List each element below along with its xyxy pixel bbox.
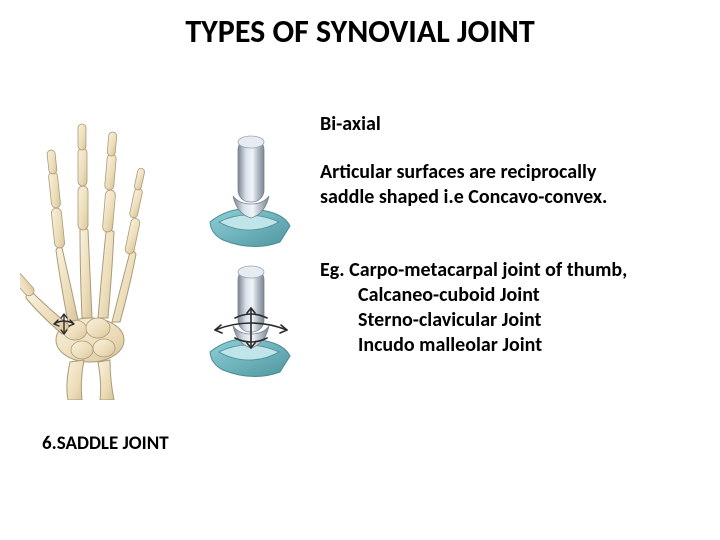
- articular-line2: saddle shaped i.e Concavo-convex.: [320, 185, 607, 209]
- figure-caption: 6.SADDLE JOINT: [42, 432, 169, 455]
- example-3: Sterno-clavicular Joint: [320, 308, 710, 333]
- saddle-joint-bottom-icon: [210, 266, 290, 377]
- example-2: Calcaneo-cuboid Joint: [320, 283, 710, 308]
- anatomy-illustration: [20, 100, 320, 400]
- example-4: Incudo malleolar Joint: [320, 333, 710, 358]
- articular-description: Articular surfaces are reciprocally sadd…: [320, 160, 710, 210]
- hand-skeleton-icon: [20, 124, 145, 400]
- examples-block: Eg. Carpo-metacarpal joint of thumb, Cal…: [320, 258, 710, 358]
- slide-title: TYPES OF SYNOVIAL JOINT: [0, 12, 720, 51]
- articular-line1: Articular surfaces are reciprocally: [320, 160, 596, 184]
- illustration-area: [20, 100, 320, 400]
- example-1: Carpo-metacarpal joint of thumb,: [349, 258, 627, 282]
- example-prefix: Eg.: [320, 258, 349, 282]
- biaxial-label: Bi-axial: [320, 112, 710, 137]
- saddle-joint-top-icon: [210, 136, 290, 247]
